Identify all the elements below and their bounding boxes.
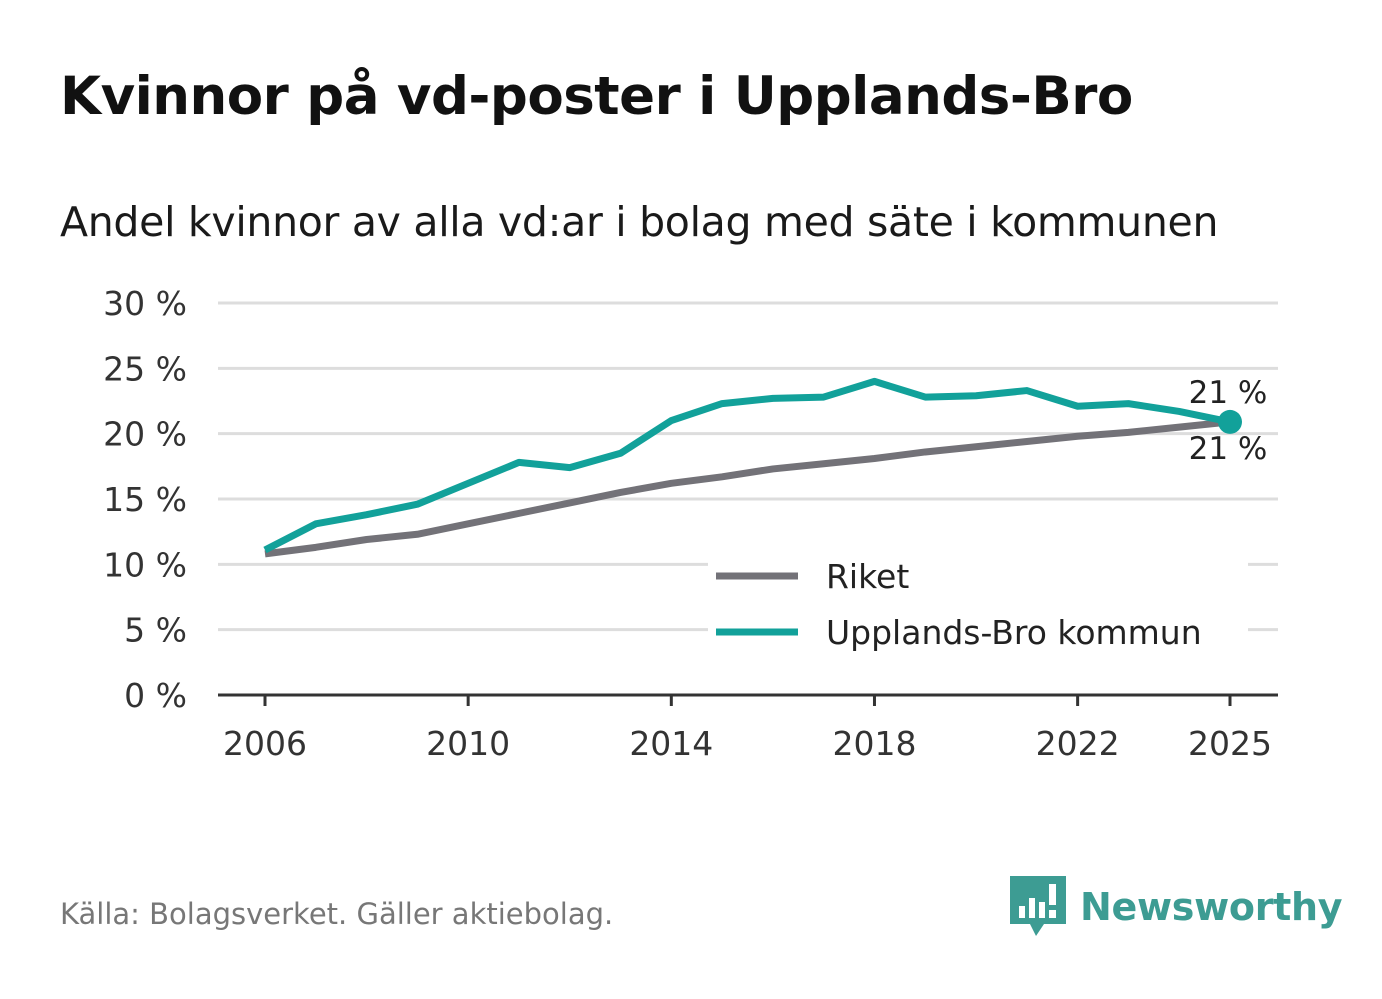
chart-subtitle: Andel kvinnor av alla vd:ar i bolag med … bbox=[60, 198, 1219, 246]
riket-line bbox=[264, 418, 1231, 558]
riket-end-label: 21 % bbox=[1189, 431, 1268, 467]
bar-chart-speech-bubble-icon bbox=[1010, 876, 1066, 936]
y-axis-ticks: 0 % 5 % 10 % 15 % 20 % 25 % 30 % bbox=[103, 284, 187, 715]
legend-riket-label: Riket bbox=[826, 557, 909, 596]
y-tick-label: 5 % bbox=[124, 611, 187, 650]
y-tick-label: 30 % bbox=[103, 284, 187, 323]
y-tick-label: 10 % bbox=[103, 545, 187, 584]
y-tick-label: 20 % bbox=[103, 415, 187, 454]
brand-name: Newsworthy bbox=[1080, 885, 1343, 929]
chart-title: Kvinnor på vd-poster i Upplands-Bro bbox=[60, 66, 1133, 127]
y-tick-label: 15 % bbox=[103, 480, 187, 519]
kommun-end-marker bbox=[1218, 409, 1242, 434]
brand-logo[interactable]: Newsworthy bbox=[1010, 876, 1343, 938]
end-labels: 21 % 21 % bbox=[1189, 375, 1268, 467]
x-tick-label: 2010 bbox=[426, 724, 510, 763]
x-tick-label: 2014 bbox=[629, 724, 713, 763]
kommun-line bbox=[263, 377, 1231, 554]
legend-background bbox=[708, 547, 1248, 659]
x-tick-label: 2006 bbox=[223, 724, 307, 763]
x-tick-label: 2025 bbox=[1188, 724, 1272, 763]
source-note: Källa: Bolagsverket. Gäller aktiebolag. bbox=[60, 897, 614, 931]
series-lines bbox=[263, 377, 1242, 558]
y-tick-label: 0 % bbox=[124, 676, 187, 715]
x-axis-ticks: 2006 2010 2014 2018 2022 2025 bbox=[223, 695, 1272, 763]
y-tick-label: 25 % bbox=[103, 349, 187, 388]
x-tick-label: 2022 bbox=[1036, 724, 1120, 763]
legend: Riket Upplands-Bro kommun bbox=[708, 547, 1248, 659]
kommun-end-label: 21 % bbox=[1189, 375, 1268, 411]
x-tick-label: 2018 bbox=[832, 724, 916, 763]
legend-kommun-label: Upplands-Bro kommun bbox=[826, 613, 1202, 652]
